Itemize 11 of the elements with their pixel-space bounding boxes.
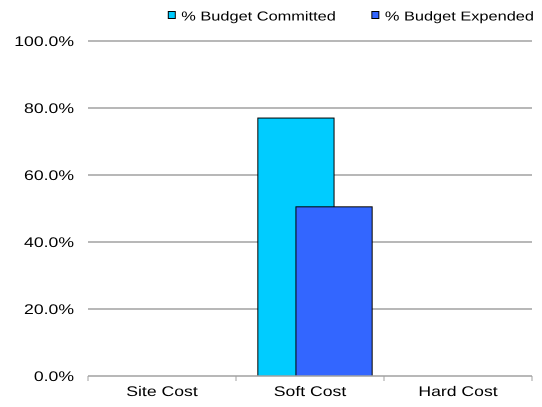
y-tick-label: 100.0% xyxy=(14,34,74,50)
x-tick-label: Soft Cost xyxy=(274,384,347,400)
legend-label: % Budget Committed xyxy=(181,10,336,24)
y-tick-label: 60.0% xyxy=(24,168,74,184)
legend-label: % Budget Expended xyxy=(384,10,534,24)
x-tick-label: Hard Cost xyxy=(418,384,498,400)
y-tick-label: 0.0% xyxy=(34,369,74,384)
x-tick-label: Site Cost xyxy=(126,384,198,400)
y-tick-label: 80.0% xyxy=(24,101,74,116)
y-tick-label: 20.0% xyxy=(24,302,74,318)
y-tick-label: 40.0% xyxy=(24,235,74,250)
